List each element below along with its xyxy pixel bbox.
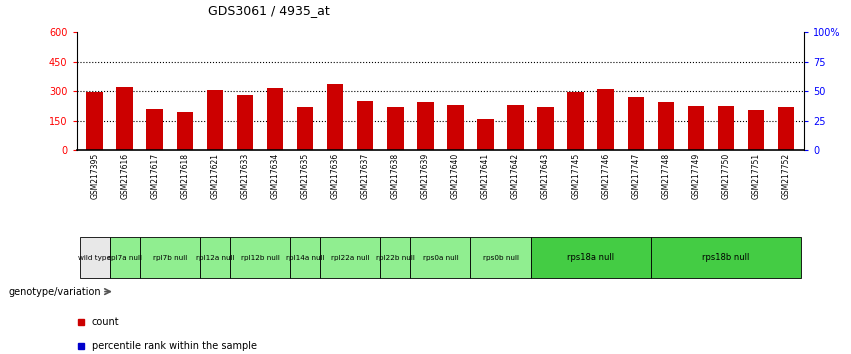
Text: rps0b null: rps0b null (483, 255, 518, 261)
Bar (410, 237, 471, 278)
Bar (597, 89, 614, 150)
Text: GDS3061 / 4935_at: GDS3061 / 4935_at (208, 4, 329, 17)
Text: GSM217749: GSM217749 (692, 153, 700, 199)
Text: GSM217639: GSM217639 (421, 153, 430, 199)
Bar (110, 237, 140, 278)
Bar (447, 105, 464, 150)
Text: GSM217640: GSM217640 (451, 153, 460, 199)
Text: rpl7b null: rpl7b null (152, 255, 187, 261)
Text: GSM217745: GSM217745 (571, 153, 580, 199)
Text: GSM217395: GSM217395 (90, 153, 99, 199)
Bar (507, 105, 524, 150)
Bar (477, 119, 494, 150)
Bar (320, 237, 380, 278)
Text: GSM217748: GSM217748 (661, 153, 671, 199)
Text: GSM217752: GSM217752 (782, 153, 791, 199)
Text: rpl14a null: rpl14a null (286, 255, 324, 261)
Text: GSM217637: GSM217637 (361, 153, 369, 199)
Bar (290, 237, 320, 278)
Text: rpl12a null: rpl12a null (196, 255, 234, 261)
Text: genotype/variation: genotype/variation (9, 287, 101, 297)
Text: rps18a null: rps18a null (567, 253, 614, 262)
Text: GSM217633: GSM217633 (241, 153, 249, 199)
Text: GSM217635: GSM217635 (300, 153, 310, 199)
Text: rpl12b null: rpl12b null (241, 255, 279, 261)
Text: rps0a null: rps0a null (422, 255, 459, 261)
Bar (297, 107, 313, 150)
Text: rpl22b null: rpl22b null (376, 255, 414, 261)
Bar (200, 237, 230, 278)
Bar (471, 237, 530, 278)
Text: GSM217747: GSM217747 (631, 153, 640, 199)
Bar (357, 101, 374, 150)
Text: GSM217617: GSM217617 (151, 153, 159, 199)
Bar (748, 110, 764, 150)
Text: GSM217751: GSM217751 (751, 153, 761, 199)
Text: GSM217638: GSM217638 (391, 153, 400, 199)
Bar (117, 87, 133, 150)
Bar (176, 112, 193, 150)
Text: GSM217634: GSM217634 (271, 153, 279, 199)
Text: GSM217618: GSM217618 (180, 153, 189, 199)
Text: GSM217746: GSM217746 (602, 153, 610, 199)
Bar (327, 84, 344, 150)
Bar (717, 106, 734, 150)
Text: GSM217642: GSM217642 (511, 153, 520, 199)
Bar (387, 107, 403, 150)
Bar (207, 90, 223, 150)
Bar (230, 237, 290, 278)
Bar (380, 237, 410, 278)
Text: GSM217641: GSM217641 (481, 153, 490, 199)
Text: GSM217643: GSM217643 (541, 153, 550, 199)
Bar (651, 237, 801, 278)
Bar (86, 92, 103, 150)
Text: GSM217621: GSM217621 (210, 153, 220, 199)
Text: GSM217750: GSM217750 (722, 153, 730, 199)
Text: percentile rank within the sample: percentile rank within the sample (92, 341, 257, 352)
Bar (537, 107, 554, 150)
Bar (778, 107, 795, 150)
Text: GSM217616: GSM217616 (120, 153, 129, 199)
Text: GSM217636: GSM217636 (331, 153, 340, 199)
Bar (658, 102, 674, 150)
Bar (146, 109, 163, 150)
Bar (80, 237, 110, 278)
Text: wild type: wild type (78, 255, 111, 261)
Bar (140, 237, 200, 278)
Bar (530, 237, 651, 278)
Text: count: count (92, 317, 119, 327)
Bar (237, 95, 254, 150)
Text: rpl7a null: rpl7a null (108, 255, 142, 261)
Bar (266, 88, 283, 150)
Bar (688, 106, 705, 150)
Bar (627, 97, 644, 150)
Bar (417, 102, 434, 150)
Text: rpl22a null: rpl22a null (331, 255, 369, 261)
Bar (568, 92, 584, 150)
Text: rps18b null: rps18b null (702, 253, 750, 262)
